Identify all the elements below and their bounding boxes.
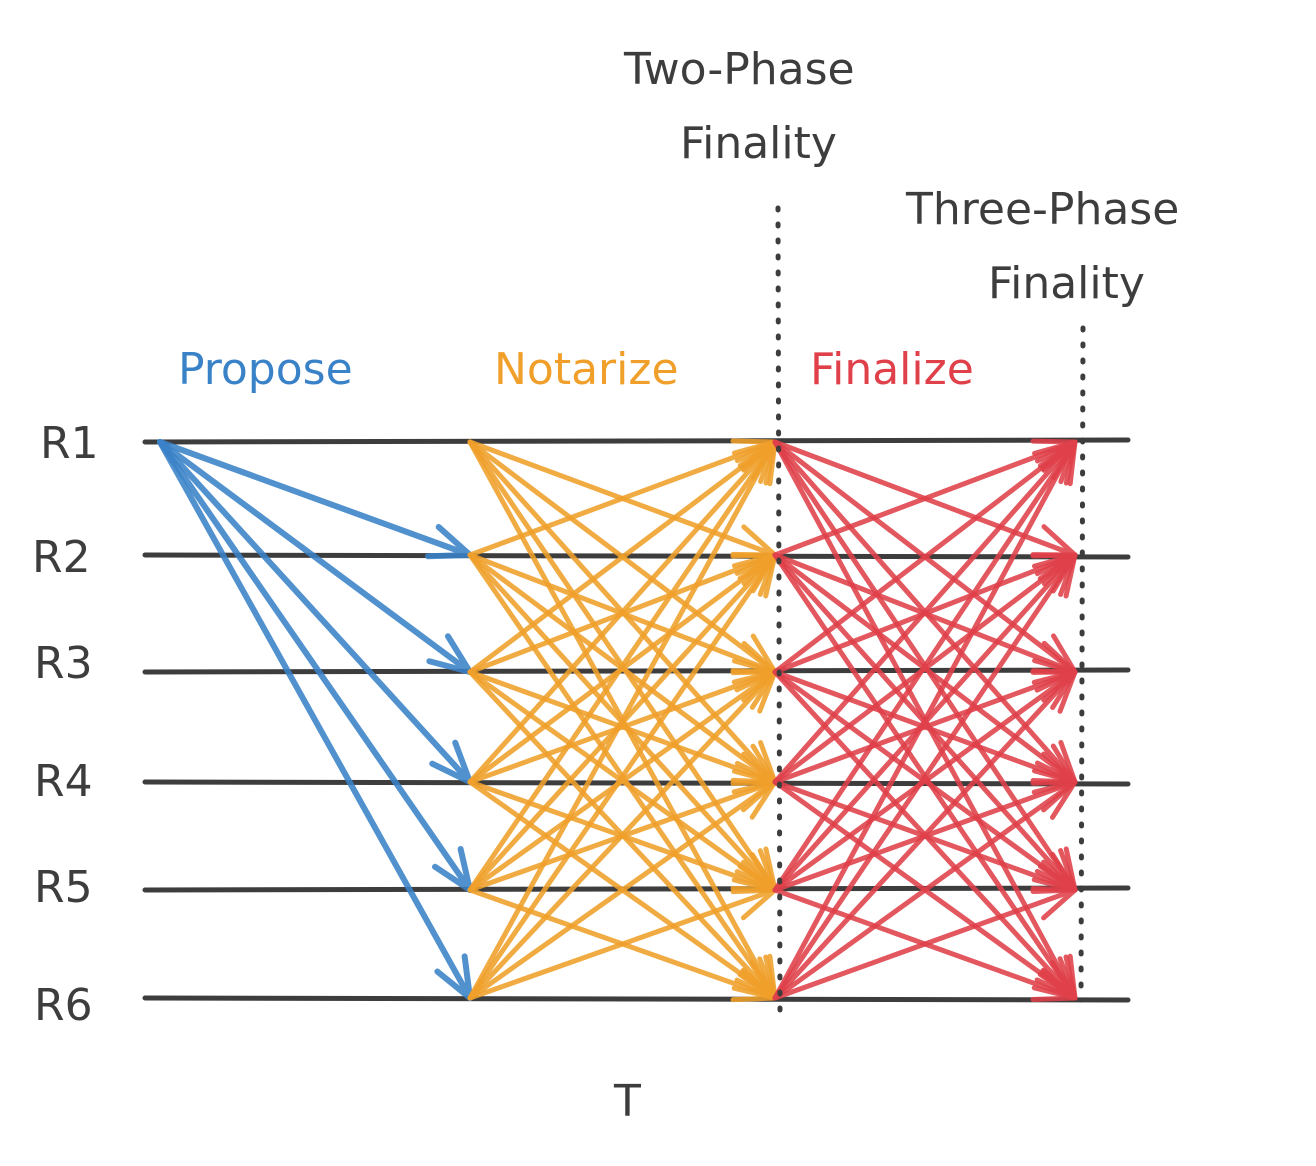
timeline-r4 xyxy=(142,779,1131,787)
three-phase-finality-marker xyxy=(1078,325,1086,1003)
arrow-finalize-r6-to-r3 xyxy=(772,669,1078,1001)
phase-label-finalize: Finalize xyxy=(810,344,974,395)
row-label-r1: R1 xyxy=(40,418,99,469)
arrow-finalize-r6-to-r1 xyxy=(772,439,1078,1001)
arrow-notarize-r6-to-r4 xyxy=(467,779,778,1001)
arrow-finalize-r6-to-r4 xyxy=(772,779,1078,1001)
two-phase-finality-marker xyxy=(775,205,783,1015)
row-label-r4: R4 xyxy=(34,756,93,807)
arrow-propose-r1-to-r4 xyxy=(157,439,473,785)
timeline-r6 xyxy=(142,995,1131,1003)
arrow-notarize-r6-to-r2 xyxy=(467,552,778,1001)
marker-label-two-phase: Two-Phase xyxy=(623,44,855,95)
row-label-r3: R3 xyxy=(34,638,93,689)
arrow-notarize-r6-to-r3 xyxy=(467,669,778,1001)
arrow-propose-r1-to-r6 xyxy=(157,439,473,1001)
arrow-notarize-r6-to-r5 xyxy=(467,885,778,1001)
marker-label-three-phase: Three-Phase xyxy=(905,184,1179,235)
arrow-notarize-r6-to-r1 xyxy=(467,439,778,1001)
row-label-r2: R2 xyxy=(32,532,91,583)
time-axis-label: T xyxy=(613,1076,641,1127)
row-label-r5: R5 xyxy=(34,862,93,913)
arrow-propose-r1-to-r5 xyxy=(157,439,473,893)
timeline-r3 xyxy=(142,667,1131,675)
phase-label-notarize: Notarize xyxy=(494,344,679,395)
arrow-finalize-r6-to-r2 xyxy=(772,552,1078,1001)
arrow-propose-r1-to-r2 xyxy=(157,439,473,560)
marker-label-two-phase-finality: Finality xyxy=(680,118,837,169)
phase-label-propose: Propose xyxy=(178,344,353,395)
timeline-r5 xyxy=(142,885,1131,893)
timeline-r1 xyxy=(142,437,1131,445)
arrow-finalize-r6-to-r5 xyxy=(772,886,1078,1001)
timeline-r2 xyxy=(142,552,1131,560)
arrow-propose-r1-to-r3 xyxy=(157,439,473,675)
row-label-r6: R6 xyxy=(34,980,93,1031)
marker-label-three-phase-finality: Finality xyxy=(988,258,1145,309)
